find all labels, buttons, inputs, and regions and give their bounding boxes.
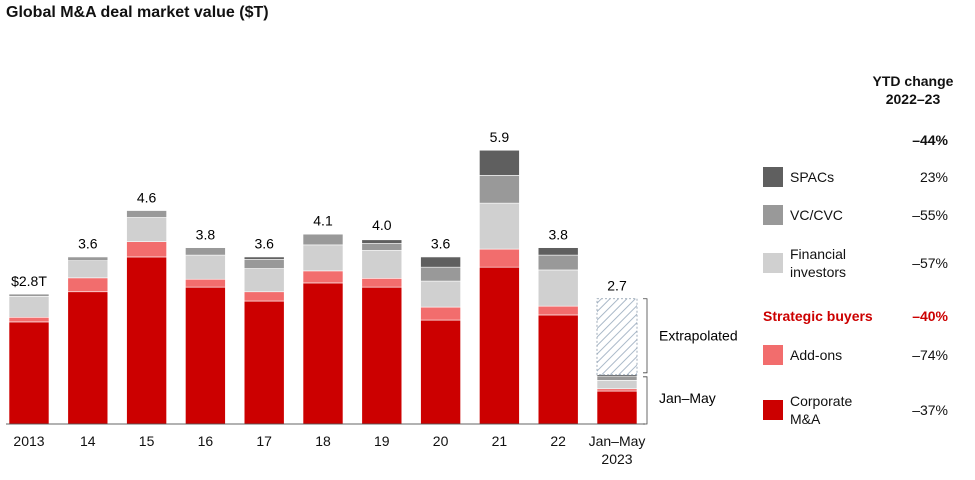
bar-segment	[302, 270, 344, 284]
x-tick-label: 20	[432, 433, 449, 449]
legend-swatch	[763, 167, 783, 187]
bar-segment	[243, 291, 285, 302]
bar-segment	[185, 286, 226, 425]
total-label: 4.0	[372, 217, 392, 233]
bar-segment	[420, 280, 461, 308]
chart-title: Global M&A deal market value ($T)	[6, 4, 269, 21]
bar-segment	[185, 254, 226, 280]
bar-segment	[361, 286, 403, 425]
bar-segment	[67, 260, 109, 279]
bar-segment	[302, 234, 344, 246]
bar-segment	[126, 217, 167, 242]
total-label: $2.8T	[11, 273, 47, 289]
total-label: 4.1	[313, 212, 333, 228]
bar-segment	[596, 376, 638, 381]
legend-change: 23%	[919, 169, 948, 185]
legend-title: YTD change 2022–23	[872, 73, 954, 107]
total-change: –44%	[912, 132, 948, 148]
bar-segment	[361, 243, 403, 251]
bar-segment	[537, 305, 579, 316]
x-tick-label: Jan–May 2023	[588, 433, 646, 467]
legend-swatch	[763, 205, 783, 225]
legend-change: –55%	[912, 207, 948, 223]
legend-swatch	[763, 400, 783, 420]
legend-swatch	[763, 345, 783, 365]
bar-segment	[243, 300, 285, 425]
bar-segment	[420, 256, 461, 268]
bracket-label: Jan–May	[659, 390, 716, 406]
total-label: 3.8	[196, 226, 216, 242]
bar-segment	[126, 241, 167, 258]
bar-segment	[8, 296, 50, 318]
bracket	[643, 298, 648, 374]
bar-segment	[420, 306, 461, 321]
bar-segment	[420, 319, 461, 425]
legend-label: SPACs	[790, 169, 835, 185]
bracket-label: Extrapolated	[659, 327, 738, 343]
bar-segment	[479, 266, 520, 425]
total-label: 3.6	[254, 236, 274, 252]
x-tick-label: 17	[256, 433, 272, 449]
bar-segment	[596, 390, 638, 425]
bar-segment	[8, 321, 50, 425]
x-tick-label: 16	[197, 433, 214, 449]
bar-segment	[302, 233, 344, 235]
bar-segment	[361, 250, 403, 279]
bar-segment	[479, 202, 520, 250]
bar-segment	[302, 244, 344, 272]
bar-segment	[185, 247, 226, 256]
extrapolated-bar-segment	[596, 298, 638, 376]
legend-change: –37%	[912, 402, 948, 418]
bar-segment	[126, 256, 167, 425]
bar-segment	[302, 282, 344, 425]
legend-change: –74%	[912, 347, 948, 363]
bar-segment	[420, 266, 461, 282]
x-tick-label: 22	[550, 433, 566, 449]
total-label: 5.9	[490, 129, 510, 145]
bar-segment	[67, 277, 109, 293]
x-tick-label: 14	[80, 433, 96, 449]
bar-segment	[537, 269, 579, 307]
total-label: 3.6	[78, 236, 98, 252]
legend-change: –57%	[912, 255, 948, 271]
total-label: 3.8	[548, 226, 568, 242]
x-tick-label: 15	[138, 433, 155, 449]
bar-segment	[8, 293, 50, 297]
bar-segment	[8, 316, 50, 323]
bar-segment	[479, 248, 520, 268]
x-tick-label: 19	[374, 433, 390, 449]
bar-segment	[361, 278, 403, 288]
bar-segment	[479, 174, 520, 204]
bar-segment	[596, 388, 638, 392]
bar-segment	[361, 239, 403, 244]
bar-segment	[537, 314, 579, 425]
bar-segment	[479, 149, 520, 176]
bar-segment	[67, 291, 109, 425]
total-label: 4.6	[137, 189, 157, 205]
x-tick-label: 2013	[13, 433, 45, 449]
total-label: 3.6	[431, 236, 451, 252]
bar-segment	[243, 256, 285, 260]
x-tick-label: 18	[315, 433, 331, 449]
bar-segment	[596, 380, 638, 390]
bar-segment	[537, 254, 579, 271]
x-tick-label: 21	[491, 433, 508, 449]
bar-segment	[243, 258, 285, 269]
legend-label: VC/CVC	[790, 207, 843, 223]
legend-group-change: –40%	[912, 308, 948, 324]
bar-segment	[67, 256, 109, 261]
legend-group-label: Strategic buyers	[763, 308, 873, 324]
bar-segment	[537, 247, 579, 256]
bracket	[643, 376, 648, 425]
bar-segment	[243, 268, 285, 293]
legend-label: Add-ons	[790, 347, 843, 363]
bar-segment	[126, 210, 167, 218]
legend-label: Financial investors	[790, 246, 847, 280]
legend-swatch	[763, 253, 783, 273]
total-label: 2.7	[607, 277, 627, 293]
legend-label: Corporate M&A	[790, 393, 853, 427]
bar-segment	[185, 278, 226, 288]
